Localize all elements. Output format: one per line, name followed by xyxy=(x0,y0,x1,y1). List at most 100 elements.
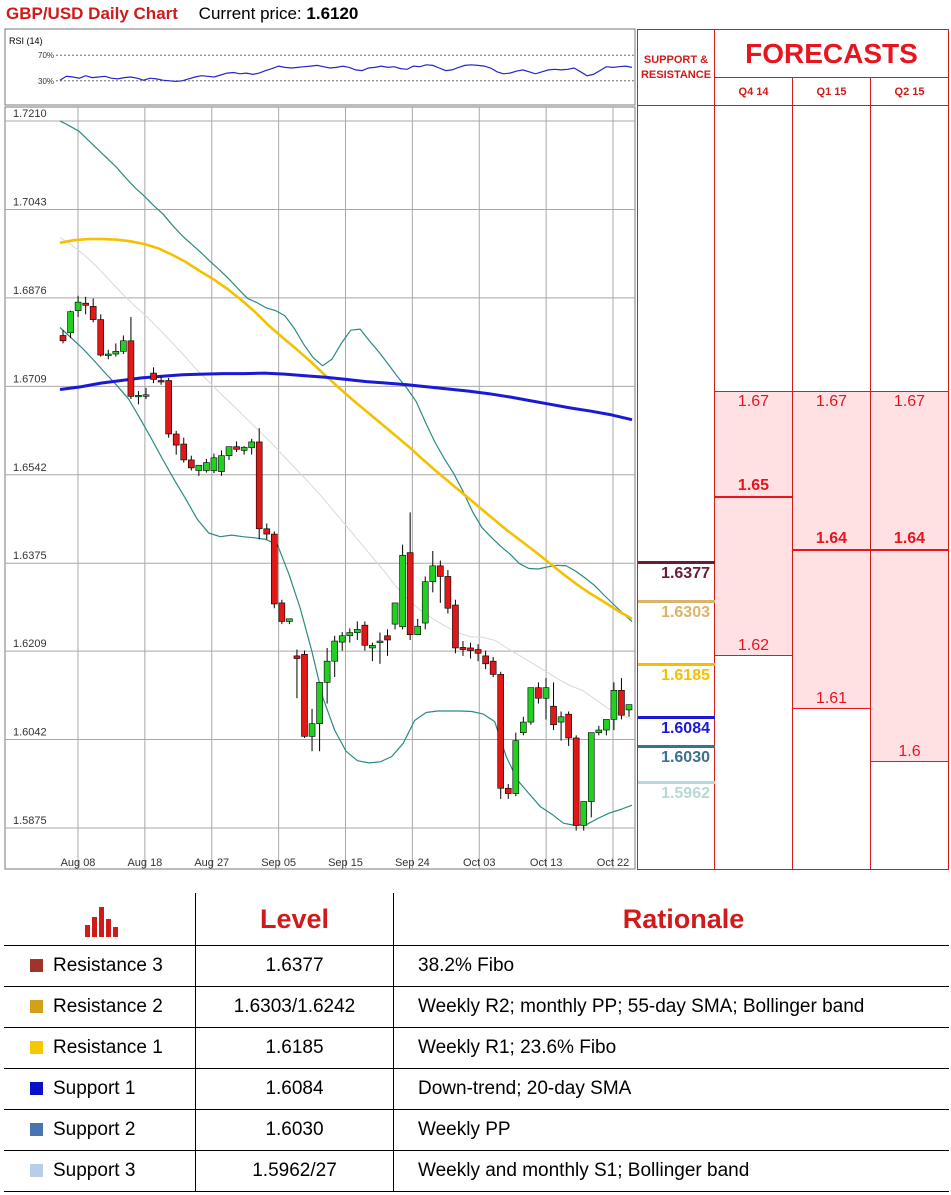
candle-body xyxy=(308,723,316,737)
y-tick-label: 1.6209 xyxy=(13,638,47,650)
candle-body xyxy=(112,351,120,355)
current-price-label: Current price: xyxy=(198,4,302,23)
chart-title-row: GBP/USD Daily Chart Current price: 1.612… xyxy=(6,2,358,26)
table-row: Resistance 3 1.6377 38.2% Fibo xyxy=(4,945,949,987)
candle-body xyxy=(527,687,535,723)
candle xyxy=(580,801,588,831)
candle xyxy=(376,632,384,664)
forecast-low: 1.62 xyxy=(737,636,770,654)
candle-body xyxy=(120,340,127,352)
candle xyxy=(59,330,67,344)
candle-body xyxy=(74,301,82,311)
candle-body xyxy=(301,653,308,737)
candle-body xyxy=(331,640,338,662)
candle-body xyxy=(580,801,588,826)
candle-body xyxy=(338,635,346,643)
candle xyxy=(384,629,391,656)
rationale-header: Rationale xyxy=(622,903,745,934)
candle xyxy=(293,649,301,699)
candle-body xyxy=(263,528,271,535)
candle xyxy=(255,428,263,540)
candle xyxy=(316,682,323,752)
bar-chart-icon-cell xyxy=(4,893,196,946)
table-row: Support 1 1.6084 Down-trend; 20-day SMA xyxy=(4,1068,949,1110)
support-resistance-header: SUPPORT & RESISTANCE xyxy=(637,29,715,106)
row-level: 1.5962/27 xyxy=(195,1150,394,1192)
candle-body xyxy=(429,565,437,583)
candle xyxy=(527,687,535,725)
level-header-cell: Level xyxy=(195,893,394,946)
candle xyxy=(225,446,233,460)
bollinger-lower-line xyxy=(59,327,633,827)
candle-body xyxy=(361,624,369,646)
candle xyxy=(278,599,286,625)
candle-body xyxy=(354,629,361,633)
sr-level-line xyxy=(638,780,715,784)
candle xyxy=(240,446,248,455)
y-tick-label: 1.7043 xyxy=(13,196,47,208)
candle-body xyxy=(203,462,210,471)
x-tick-label: Oct 03 xyxy=(463,857,495,869)
candle xyxy=(97,314,105,357)
candle-body xyxy=(497,674,505,789)
candle xyxy=(233,441,240,452)
table-row: Support 2 1.6030 Weekly PP xyxy=(4,1109,949,1151)
candle-body xyxy=(489,660,497,675)
candle xyxy=(361,621,369,651)
x-tick-label: Aug 27 xyxy=(194,857,229,869)
forecast-point-line xyxy=(871,548,948,551)
candle xyxy=(429,551,437,593)
levels-table: Level Rationale Resistance 3 1.6377 38.2… xyxy=(4,893,949,1192)
row-level: 1.6185 xyxy=(195,1027,394,1069)
candle-body xyxy=(271,533,278,605)
quarter-header-q2-15: Q2 15 xyxy=(871,78,949,106)
forecast-high: 1.67 xyxy=(815,393,848,411)
sr-level-label: 1.6185 xyxy=(661,666,710,684)
rsi-level-label: 70% xyxy=(38,51,54,60)
sr-level-line xyxy=(638,662,715,666)
candle xyxy=(301,650,308,738)
candle xyxy=(512,732,520,797)
candle-body xyxy=(474,649,482,654)
row-rationale: Weekly R2; monthly PP; 55-day SMA; Bolli… xyxy=(393,986,949,1028)
candle-body xyxy=(512,740,520,794)
quarter-header-q4-14: Q4 14 xyxy=(715,78,793,106)
table-row: Support 3 1.5962/27 Weekly and monthly S… xyxy=(4,1150,949,1192)
candle xyxy=(572,735,580,831)
support-2-swatch xyxy=(30,1123,43,1136)
candle xyxy=(489,656,497,678)
candle xyxy=(414,618,421,636)
candle xyxy=(338,632,346,651)
y-tick-label: 1.6709 xyxy=(13,373,47,385)
candle xyxy=(550,682,557,731)
candle xyxy=(165,377,172,438)
forecast-high: 1.67 xyxy=(893,393,926,411)
row-rationale: Weekly PP xyxy=(393,1109,949,1151)
candle-body xyxy=(610,690,618,720)
quarter-header-q1-15: Q1 15 xyxy=(793,78,871,106)
candle xyxy=(135,391,142,405)
candle-body xyxy=(293,655,301,659)
candle-body xyxy=(157,380,165,383)
y-tick-label: 1.5875 xyxy=(13,815,47,827)
candle xyxy=(308,708,316,752)
candle-body xyxy=(482,655,489,665)
forecast-low: 1.6 xyxy=(898,742,921,760)
candle-body xyxy=(603,719,610,731)
y-tick-label: 1.6542 xyxy=(13,462,47,474)
candle xyxy=(399,544,406,630)
candle xyxy=(195,464,203,476)
row-name: Resistance 3 xyxy=(53,955,163,976)
candle xyxy=(437,560,444,603)
candle xyxy=(452,599,459,654)
row-name: Resistance 1 xyxy=(53,1037,163,1058)
row-name: Resistance 2 xyxy=(53,996,163,1017)
row-level: 1.6377 xyxy=(195,945,394,987)
forecast-column-q2-15: 1.67 1.6 1.64 xyxy=(871,106,949,870)
forecast-range-box xyxy=(715,391,792,656)
candle-body xyxy=(323,660,331,683)
candle-body xyxy=(150,372,157,380)
candle-body xyxy=(557,716,565,723)
rationale-header-cell: Rationale xyxy=(393,893,949,946)
candle-body xyxy=(225,446,233,456)
